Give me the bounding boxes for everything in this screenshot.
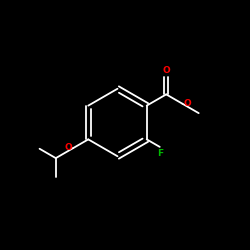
Text: F: F [158, 150, 164, 158]
Text: O: O [64, 143, 72, 152]
Text: O: O [162, 66, 170, 75]
Text: O: O [184, 99, 192, 108]
